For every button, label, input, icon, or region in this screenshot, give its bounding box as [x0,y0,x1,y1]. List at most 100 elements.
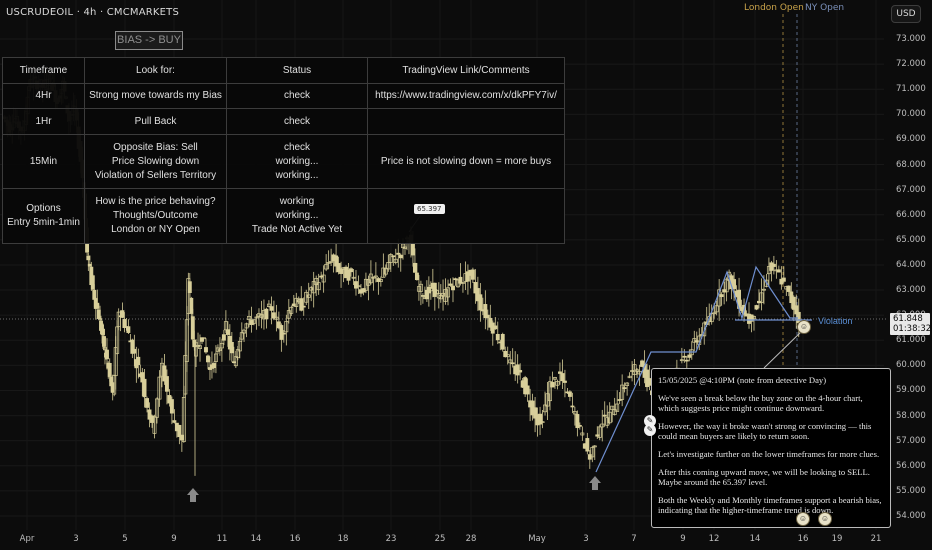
time-axis[interactable]: Apr 3 5 9 11 14 16 18 23 25 28 May 3 7 9 12 14 16 19 21 [0,530,886,550]
time-tick-label: 3 [73,534,79,544]
candle-body [438,294,443,300]
candle-body [764,279,769,287]
candle-body [198,345,202,349]
candle-body [259,314,264,318]
candle-body [722,289,727,293]
candle-body [426,286,431,294]
candle-body [162,365,167,382]
candle-body [356,285,361,288]
candle-body [155,398,159,418]
candle-body [142,378,147,398]
price-tick-label: 71.000 [896,84,926,95]
candle-body [284,320,289,333]
column-header: Status [226,57,368,84]
ny-open-label: NY Open [805,3,845,13]
price-axis[interactable]: 73.000 72.000 71.000 70.000 69.000 68.000 67.0… [886,0,932,530]
candle-body [140,372,145,383]
emoji-badge-icon: ☺ [796,512,810,526]
currency-button[interactable]: USD [891,5,921,23]
time-tick-label: 18 [337,534,349,544]
candle-body [687,354,692,358]
candle-body [446,287,450,298]
up-arrow-icon [589,476,601,490]
candle-body [553,377,557,380]
table-cell: Opposite Bias: Sell Price Slowing down V… [84,134,227,189]
candle-body [291,303,296,307]
candle-body [150,415,154,423]
candle-body [443,289,448,302]
candle-body [334,255,339,267]
table-cell: Strong move towards my Bias [84,83,227,109]
candle-body [299,298,304,311]
candle-body [580,432,585,436]
candle-body [211,363,216,369]
price-tick-label: 61.000 [896,335,926,346]
candle-body [503,350,508,358]
candle-body [595,434,600,437]
candle-body [189,297,194,314]
symbol-title[interactable]: USCRUDEOIL · 4h · CMCMARKETS [6,7,180,18]
candle-body [257,313,261,317]
candle-body [276,321,281,329]
candle-body [794,305,799,315]
target-price-callout[interactable]: 65.397 [414,204,445,214]
candle-body [714,305,719,313]
table-cell: Options Entry 5min-1min [2,188,85,244]
table-cell: 1Hr [2,108,85,135]
candle-body [126,326,131,333]
candle-body [590,447,595,458]
candle-body [376,278,381,282]
candle-body [709,313,714,323]
table-cell: check [226,108,368,135]
time-tick-label: 12 [708,534,720,544]
candle-body [640,360,644,367]
candle-body [410,242,415,256]
candle-body [329,261,334,263]
candle-body [398,254,403,259]
candle-body [326,262,331,264]
time-tick-label: 5 [122,534,128,544]
current-price-tag: 61.848 01:38:32 [890,313,932,335]
candle-body [237,340,242,352]
tradingview-link[interactable]: https://www.tradingview.com/x/dkPFY7iv/ [367,83,565,109]
candle-body [242,329,246,334]
note-title: 15/05/2025 @4:10PM (note from detective … [658,375,827,385]
candle-body [321,274,326,283]
candle-body [525,385,530,395]
table-cell: check [226,83,368,109]
candle-body [567,391,572,397]
candle-body [533,407,538,419]
candle-body [418,283,423,292]
candle-body [132,348,137,354]
candle-body [545,393,550,407]
candle-body [229,341,234,354]
candle-body [249,320,254,325]
candle-body [314,278,319,286]
candle-body [682,355,687,358]
candle-body [164,376,169,392]
candle-body [615,403,620,412]
note-anchor-icon[interactable]: ✎ [644,424,656,436]
price-tick-label: 67.000 [896,184,926,195]
emoji-badge-icon[interactable]: ☺ [797,320,811,334]
table-cell: Price is not slowing down = more buys [367,134,565,189]
price-tick-label: 63.000 [896,285,926,296]
candle-body [147,409,152,420]
candle-body [712,312,717,315]
candle-body [432,282,437,297]
candle-body [306,294,311,298]
candle-body [478,294,483,311]
column-header: Timeframe [2,57,85,84]
candle-body [761,288,766,291]
candle-body [458,276,463,284]
candle-body [781,277,786,282]
candle-body [548,381,552,402]
candle-body [493,325,498,330]
candle-body [388,254,393,263]
up-arrow-icon [187,488,199,502]
note-paragraph: We've seen a break below the buy zone on… [658,393,863,413]
candle-body [460,282,465,284]
analysis-note[interactable]: 15/05/2025 @4:10PM (note from detective … [651,368,891,528]
candle-body [264,308,269,320]
bar-countdown: 01:38:32 [893,324,932,334]
